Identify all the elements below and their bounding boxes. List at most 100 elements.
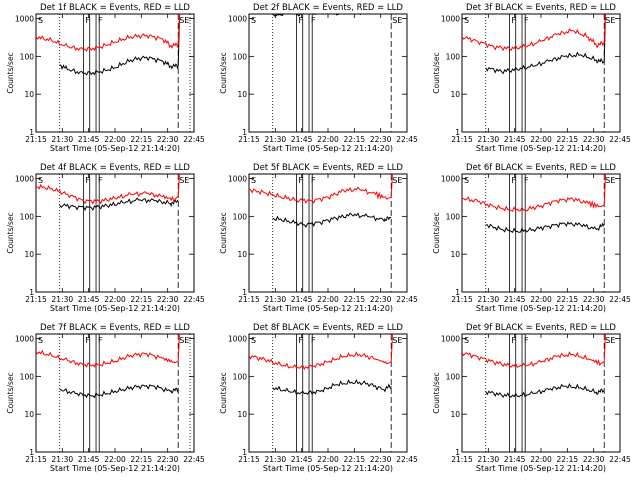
events-series-line <box>59 14 181 76</box>
events-series-line <box>272 378 392 396</box>
x-tick-label: 22:30 <box>583 295 605 304</box>
panel-title: Det 3f BLACK = Events, RED = LLD <box>466 3 616 13</box>
panel-title: Det 2f BLACK = Events, RED = LLD <box>253 3 403 13</box>
x-tick-label: 22:45 <box>183 455 205 464</box>
y-tick-label: 1000 <box>228 335 247 344</box>
marker-s-label: S <box>464 336 469 345</box>
marker-s-label: S <box>464 176 469 185</box>
marker-s-label: S <box>38 16 43 25</box>
x-tick-label: 21:15 <box>25 135 47 144</box>
x-tick-label: 21:45 <box>291 455 313 464</box>
detector-panel: Det 8f BLACK = Events, RED = LLD 21:15 21:… <box>219 323 418 473</box>
y-tick-label: 1 <box>29 448 34 457</box>
marker-se-label: SE <box>179 336 189 345</box>
y-tick-label: 100 <box>446 212 461 221</box>
series-group <box>36 334 180 399</box>
x-tick-label: 21:15 <box>451 455 473 464</box>
x-tick-label: 21:30 <box>52 135 74 144</box>
x-axis-label: Start Time (05-Sep-12 21:14:20) <box>50 144 180 153</box>
x-axis-label: Start Time (05-Sep-12 21:14:20) <box>476 464 606 473</box>
x-tick-label: 22:45 <box>183 135 205 144</box>
x-tick-label: 21:45 <box>78 135 100 144</box>
x-tick-label: 22:15 <box>131 135 153 144</box>
x-tick-label: 21:45 <box>504 455 526 464</box>
marker-f-label: F <box>311 16 316 25</box>
x-tick-label: 22:45 <box>396 455 418 464</box>
lld-series-line <box>462 174 607 212</box>
x-tick-label: 21:15 <box>451 295 473 304</box>
y-tick-label: 100 <box>20 212 35 221</box>
y-axis-label: Counts/sec <box>432 372 441 413</box>
marker-lines <box>59 14 191 132</box>
panel-title: Det 5f BLACK = Events, RED = LLD <box>253 163 403 173</box>
y-axis-label: Counts/sec <box>6 372 15 413</box>
x-axis-label: Start Time (05-Sep-12 21:14:20) <box>476 144 606 153</box>
x-tick-label: 22:30 <box>370 295 392 304</box>
x-tick-label: 22:30 <box>157 135 179 144</box>
x-tick-label: 22:00 <box>530 135 552 144</box>
series-group <box>462 14 606 75</box>
x-tick-label: 22:45 <box>609 455 631 464</box>
y-axis-label: Counts/sec <box>219 52 228 93</box>
panel-title: Det 9f BLACK = Events, RED = LLD <box>466 323 616 333</box>
x-tick-label: 22:00 <box>530 295 552 304</box>
x-tick-label: 22:30 <box>370 455 392 464</box>
marker-lines <box>485 14 605 132</box>
events-series-line <box>272 212 392 228</box>
detector-panel: Det 2f BLACK = Events, RED = LLD 21:15 21:… <box>219 3 418 153</box>
panel-title: Det 8f BLACK = Events, RED = LLD <box>253 323 403 333</box>
y-tick-label: 1 <box>242 448 247 457</box>
x-tick-label: 22:30 <box>370 135 392 144</box>
marker-f-label: F <box>311 176 316 185</box>
x-tick-label: 21:30 <box>52 455 74 464</box>
x-tick-label: 22:15 <box>344 455 366 464</box>
x-tick-label: 22:45 <box>396 135 418 144</box>
x-axis-label: Start Time (05-Sep-12 21:14:20) <box>263 304 393 313</box>
x-tick-label: 22:30 <box>157 455 179 464</box>
marker-f-label: F <box>524 16 529 25</box>
x-tick-label: 21:30 <box>478 135 500 144</box>
marker-se-label: SE <box>179 176 189 185</box>
marker-s-label: S <box>38 336 43 345</box>
x-tick-label: 22:45 <box>183 295 205 304</box>
y-tick-label: 1000 <box>441 335 460 344</box>
x-tick-label: 22:15 <box>557 455 579 464</box>
x-tick-label: 21:30 <box>265 455 287 464</box>
marker-se-label: SE <box>392 336 402 345</box>
events-series-line <box>59 197 179 212</box>
x-tick-label: 22:45 <box>609 295 631 304</box>
marker-f-label: F <box>85 336 90 345</box>
y-tick-label: 100 <box>20 372 35 381</box>
x-axis-label: Start Time (05-Sep-12 21:14:20) <box>50 304 180 313</box>
y-tick-label: 1 <box>455 128 460 137</box>
y-tick-label: 1 <box>29 128 34 137</box>
y-tick-label: 1 <box>29 288 34 297</box>
marker-f-label: F <box>511 176 516 185</box>
x-tick-label: 21:15 <box>238 455 260 464</box>
y-tick-label: 100 <box>446 52 461 61</box>
marker-lines <box>272 14 392 132</box>
marker-f-label: F <box>524 176 529 185</box>
y-axis-label: Counts/sec <box>219 212 228 253</box>
x-tick-label: 21:45 <box>291 295 313 304</box>
x-tick-label: 22:00 <box>104 295 126 304</box>
x-tick-label: 22:15 <box>557 295 579 304</box>
marker-se-label: SE <box>605 336 615 345</box>
y-tick-label: 1000 <box>15 335 34 344</box>
lld-series-line <box>36 334 180 368</box>
x-tick-label: 21:45 <box>504 135 526 144</box>
y-tick-label: 1000 <box>15 15 34 24</box>
y-axis-label: Counts/sec <box>432 52 441 93</box>
detector-panel: Det 1f BLACK = Events, RED = LLD 21:15 21:… <box>6 3 205 153</box>
y-tick-label: 1000 <box>228 175 247 184</box>
x-tick-label: 21:30 <box>265 295 287 304</box>
y-axis-label: Counts/sec <box>6 212 15 253</box>
marker-lines <box>485 174 605 292</box>
x-tick-label: 22:00 <box>317 295 339 304</box>
x-tick-label: 22:45 <box>396 295 418 304</box>
events-series-line <box>485 383 605 398</box>
x-tick-label: 22:45 <box>609 135 631 144</box>
lld-series-line <box>249 334 393 371</box>
panel-title: Det 6f BLACK = Events, RED = LLD <box>466 163 616 173</box>
y-axis-label: Counts/sec <box>6 52 15 93</box>
